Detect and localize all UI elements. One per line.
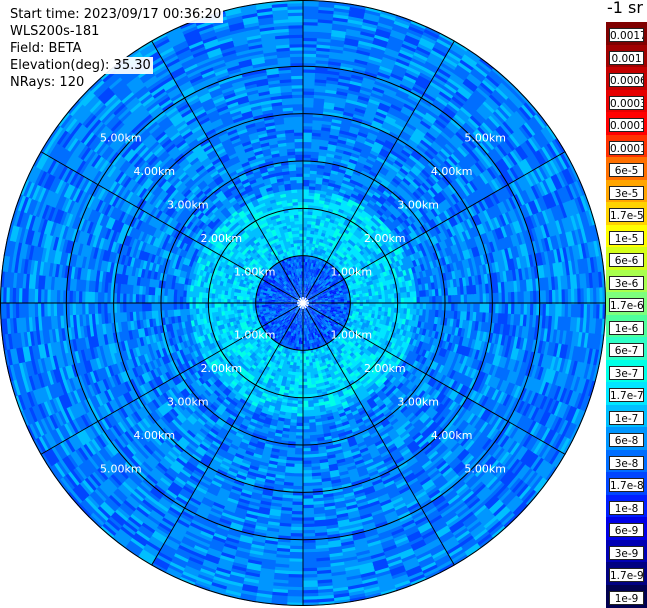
ppi-plot: 1.00km1.00km1.00km1.00km2.00km2.00km2.00…: [0, 0, 606, 607]
